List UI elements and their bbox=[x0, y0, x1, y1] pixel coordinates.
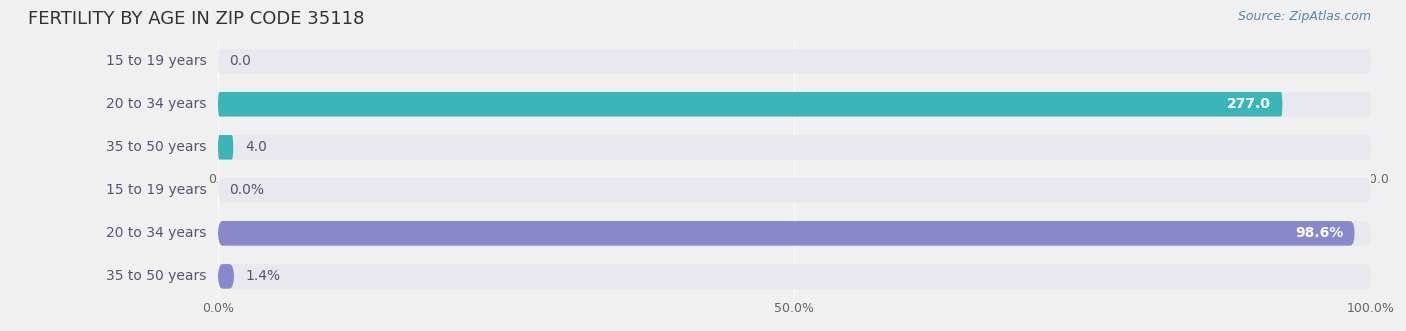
FancyBboxPatch shape bbox=[218, 264, 235, 289]
Text: 0.0%: 0.0% bbox=[229, 183, 264, 197]
Text: 35 to 50 years: 35 to 50 years bbox=[105, 269, 207, 283]
Text: Source: ZipAtlas.com: Source: ZipAtlas.com bbox=[1237, 10, 1371, 23]
Text: 35 to 50 years: 35 to 50 years bbox=[105, 140, 207, 154]
Text: 98.6%: 98.6% bbox=[1295, 226, 1343, 240]
Text: 15 to 19 years: 15 to 19 years bbox=[105, 183, 207, 197]
FancyBboxPatch shape bbox=[218, 49, 1371, 73]
Text: 20 to 34 years: 20 to 34 years bbox=[105, 226, 207, 240]
FancyBboxPatch shape bbox=[218, 178, 1371, 203]
FancyBboxPatch shape bbox=[218, 135, 233, 160]
Text: 1.4%: 1.4% bbox=[246, 269, 281, 283]
FancyBboxPatch shape bbox=[218, 221, 1371, 246]
Text: 20 to 34 years: 20 to 34 years bbox=[105, 97, 207, 111]
Text: 15 to 19 years: 15 to 19 years bbox=[105, 54, 207, 68]
Text: 277.0: 277.0 bbox=[1227, 97, 1271, 111]
FancyBboxPatch shape bbox=[218, 92, 1371, 117]
FancyBboxPatch shape bbox=[218, 221, 1355, 246]
Text: 4.0: 4.0 bbox=[245, 140, 267, 154]
FancyBboxPatch shape bbox=[218, 264, 1371, 289]
FancyBboxPatch shape bbox=[218, 92, 1282, 117]
Text: 0.0: 0.0 bbox=[229, 54, 252, 68]
FancyBboxPatch shape bbox=[218, 135, 1371, 160]
Text: FERTILITY BY AGE IN ZIP CODE 35118: FERTILITY BY AGE IN ZIP CODE 35118 bbox=[28, 10, 364, 28]
